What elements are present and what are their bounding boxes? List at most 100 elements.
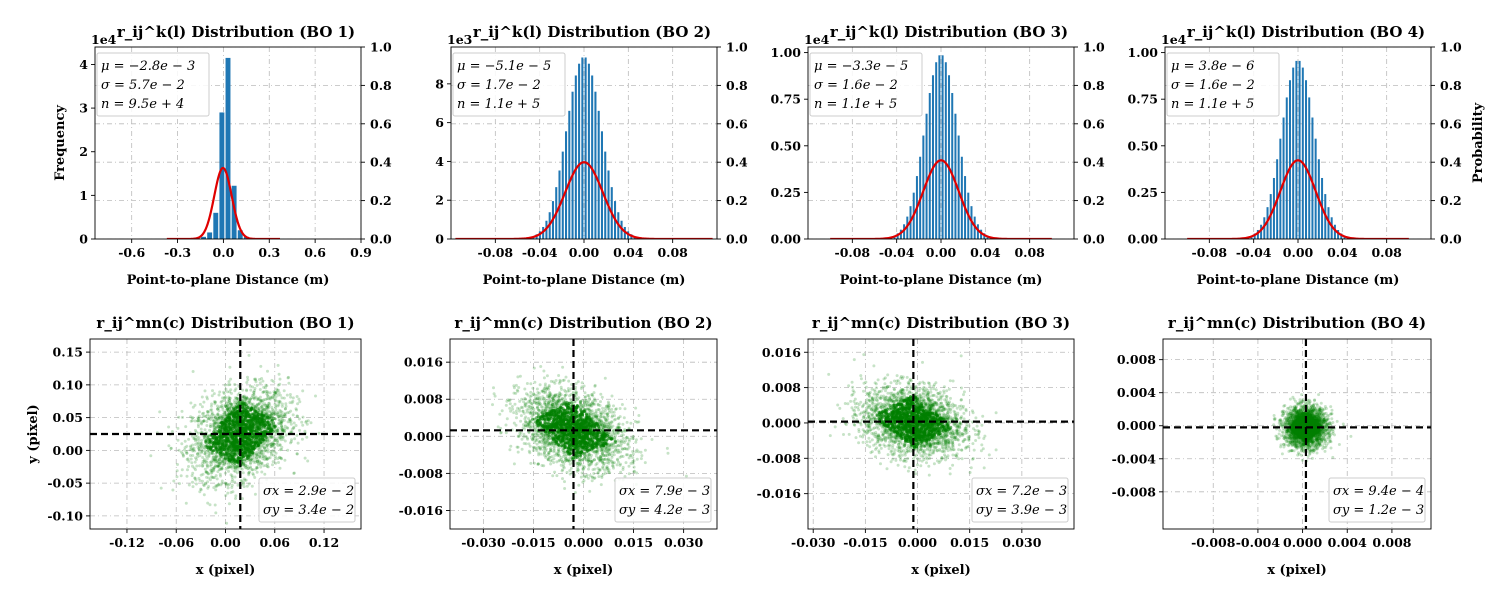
scatter-point: [298, 428, 301, 432]
scatter-point: [207, 417, 210, 421]
scatter-point: [236, 483, 240, 487]
scatter-point: [256, 425, 260, 429]
scatter-point: [226, 413, 230, 417]
scatter-point: [634, 450, 638, 454]
histogram-bar: [574, 75, 577, 239]
histogram-bar: [922, 135, 925, 239]
scatter-point: [273, 417, 277, 421]
scatter-point: [599, 412, 603, 416]
scatter-point: [608, 451, 612, 455]
scatter-point: [543, 401, 547, 405]
scatter-point: [219, 483, 223, 487]
scatter-point: [221, 418, 224, 422]
scatter-point: [207, 476, 211, 480]
scatter-point: [276, 428, 280, 432]
scatter-point: [592, 402, 596, 406]
scatter-point: [565, 400, 569, 404]
scatter-point: [218, 429, 222, 433]
scatter-point: [534, 447, 538, 451]
scatter-point: [238, 444, 242, 448]
scatter-point: [260, 417, 264, 421]
scatter-point: [265, 390, 269, 394]
scatter-point: [292, 426, 296, 430]
scatter-point: [220, 417, 224, 421]
scatter-point: [550, 441, 554, 445]
scatter-point: [194, 482, 198, 486]
x-tick-label: 0.08: [1371, 245, 1402, 260]
scatter-point: [589, 456, 593, 460]
y2-tick-label: 0.4: [1083, 155, 1105, 170]
scatter-point: [230, 391, 233, 395]
scatter-point: [228, 396, 232, 400]
scatter-point: [217, 416, 221, 420]
scatter-point: [526, 423, 529, 427]
scatter-point: [593, 415, 597, 419]
scatter-point: [217, 464, 221, 468]
scatter-point: [611, 450, 615, 454]
scatter-point: [257, 461, 260, 465]
scatter-point: [208, 478, 212, 482]
scatter-point: [221, 412, 225, 416]
scatter-point: [245, 388, 248, 392]
scatter-point: [193, 449, 197, 453]
scatter-point: [216, 465, 219, 469]
x-axis-label: Point-to-plane Distance (m): [840, 273, 1043, 288]
scatter-point: [536, 462, 540, 466]
scatter-point: [276, 429, 280, 433]
histogram-bar: [938, 55, 941, 239]
y-tick-label: 1.00: [1128, 45, 1159, 60]
scatter-point: [271, 416, 275, 420]
scatter-point: [284, 433, 288, 437]
scatter-point: [206, 417, 210, 421]
scatter-point: [640, 454, 644, 458]
scatter-point: [221, 438, 225, 442]
scatter-point: [235, 464, 239, 468]
scatter-point: [212, 419, 216, 423]
scatter-point: [280, 402, 284, 406]
scatter-point: [222, 412, 226, 416]
scatter-point: [248, 458, 252, 462]
scatter-point: [228, 465, 232, 469]
scatter-point: [257, 403, 261, 406]
scatter-point: [599, 457, 603, 460]
scatter-point: [215, 426, 218, 430]
scatter-point: [235, 438, 239, 442]
scatter-point: [563, 396, 567, 400]
scatter-point: [230, 435, 234, 439]
scatter-point: [539, 410, 543, 414]
scatter-point: [273, 417, 277, 421]
y2-tick-label: 0.2: [1083, 193, 1105, 208]
scatter-point: [537, 462, 540, 466]
scatter-point: [559, 393, 563, 397]
scatter-point: [255, 453, 259, 457]
panel-title: r_ij^k(l) Distribution (BO 1): [117, 23, 355, 41]
scatter-point: [281, 415, 285, 419]
histogram-panel-3: -0.08 -0.04 0.00 0.04 0.080.000.250.500.751.…: [771, 23, 1106, 288]
scatter-point: [184, 425, 188, 429]
scatter-point: [255, 460, 259, 464]
scatter-point: [185, 451, 189, 455]
scatter-point: [551, 405, 555, 409]
scatter-point: [557, 448, 561, 452]
scatter-point: [581, 451, 585, 455]
scatter-point: [211, 459, 215, 463]
scatter-point: [558, 398, 561, 402]
scatter-point: [544, 407, 547, 411]
scatter-point: [206, 434, 210, 437]
scatter-point: [222, 462, 226, 466]
scatter-point: [514, 409, 518, 413]
scatter-point: [205, 397, 209, 401]
scatter-point: [218, 390, 222, 394]
scatter-point: [514, 423, 518, 427]
scatter-point: [586, 394, 590, 397]
scatter-point: [230, 410, 234, 414]
scatter-point: [254, 395, 258, 399]
scatter-point: [600, 449, 604, 453]
scatter-point: [617, 426, 621, 430]
scatter-point: [593, 383, 597, 387]
scatter-point: [560, 469, 564, 473]
scatter-point: [201, 420, 205, 424]
scatter-point: [288, 401, 292, 405]
scatter-point: [252, 377, 256, 381]
scatter-point: [240, 399, 244, 403]
